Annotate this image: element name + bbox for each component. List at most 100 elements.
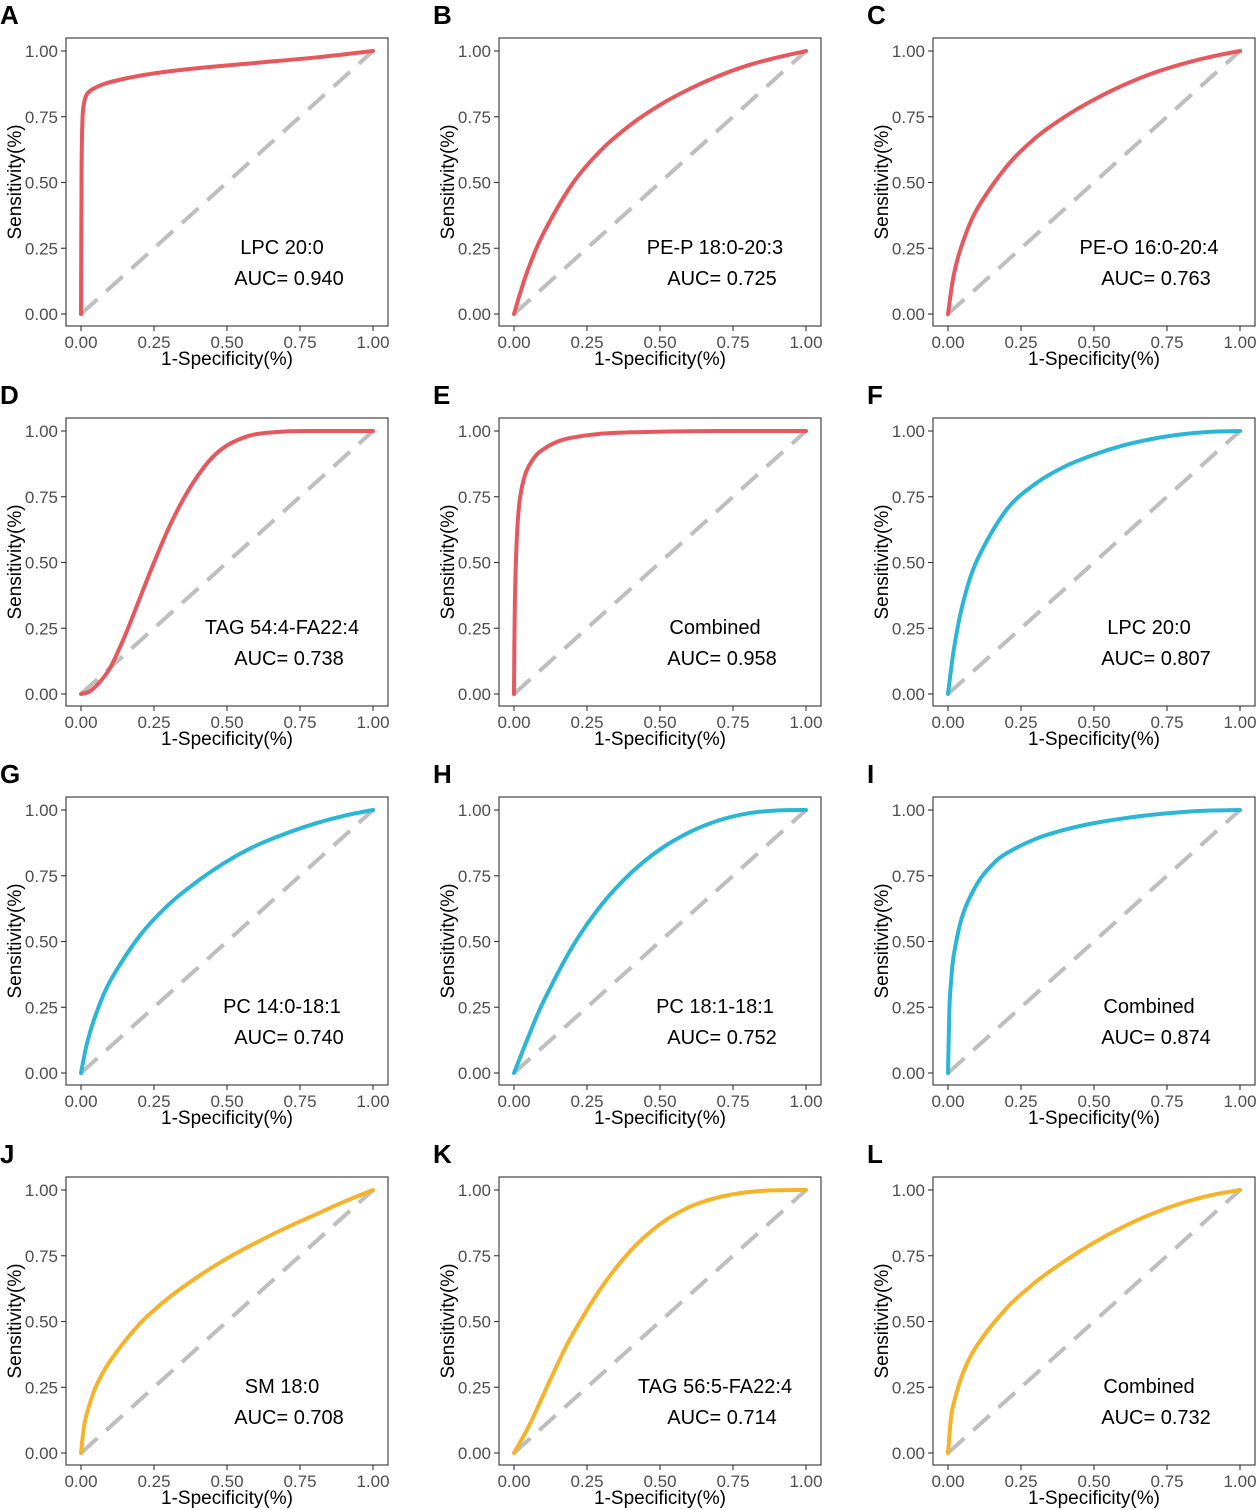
panel-letter: E [433,380,450,410]
roc-panel-f: F 0.00 0.25 0.50 0.75 1.00 0.00 0.25 0.50 0.75 1.0… [867,380,1257,750]
x-tick-label: 0.25 [1004,1472,1037,1491]
marker-label: Combined [1103,996,1194,1018]
marker-label: PE-P 18:0-20:3 [647,237,783,259]
reference-diagonal [79,808,375,1075]
y-tick-label: 1.00 [458,1181,491,1200]
marker-label: TAG 56:5-FA22:4 [638,1376,792,1398]
y-tick-label: 0.00 [25,685,58,704]
auc-label: AUC= 0.874 [1101,1027,1211,1049]
roc-panel-j: J 0.00 0.25 0.50 0.75 1.00 0.00 0.25 0.50 0.75 1.0… [0,1139,390,1509]
x-axis-title: 1-Specificity(%) [1028,729,1160,750]
x-tick-label: 0.25 [570,333,603,352]
y-tick-label: 0.00 [892,1064,925,1083]
marker-label: PE-O 16:0-20:4 [1080,237,1219,259]
y-tick-label: 0.50 [25,174,58,193]
y-tick-label: 0.50 [892,933,925,952]
y-tick-label: 1.00 [25,422,58,441]
roc-curve [79,808,375,1075]
panel-letter: K [433,1139,452,1169]
auc-label: AUC= 0.740 [234,1027,344,1049]
x-tick-label: 0.25 [1004,333,1037,352]
auc-label: AUC= 0.738 [234,648,344,670]
y-tick-label: 0.00 [892,305,925,324]
x-tick-label: 0.00 [64,713,97,732]
x-tick-label: 1.00 [789,1472,822,1491]
y-tick-label: 0.25 [892,998,925,1017]
y-tick-label: 1.00 [892,1181,925,1200]
y-tick-label: 0.00 [458,685,491,704]
marker-label: PC 18:1-18:1 [656,996,774,1018]
x-axis-title: 1-Specificity(%) [1028,1488,1160,1509]
reference-diagonal [79,429,375,696]
panel-letter: C [867,0,886,30]
y-axis-title: Sensitivity(%) [438,124,459,239]
x-tick-label: 0.75 [716,1092,749,1111]
y-axis-title: Sensitivity(%) [872,1263,893,1378]
x-tick-label: 0.75 [1150,1472,1183,1491]
x-tick-label: 0.50 [1077,713,1110,732]
y-tick-label: 1.00 [892,801,925,820]
x-axis-title: 1-Specificity(%) [161,1108,293,1129]
marker-label: Combined [1103,1376,1194,1398]
x-axis-title: 1-Specificity(%) [161,729,293,750]
x-tick-label: 0.25 [570,713,603,732]
x-axis-title: 1-Specificity(%) [594,349,726,370]
y-tick-label: 0.25 [25,619,58,638]
reference-diagonal [946,1188,1242,1455]
y-tick-label: 0.50 [25,933,58,952]
x-tick-label: 0.25 [570,1472,603,1491]
x-tick-label: 0.75 [283,713,316,732]
y-axis-title: Sensitivity(%) [438,1263,459,1378]
y-tick-label: 0.75 [458,1247,491,1266]
y-axis-title: Sensitivity(%) [872,504,893,619]
x-tick-label: 1.00 [356,333,389,352]
roc-panel-c: C 0.00 0.25 0.50 0.75 1.00 0.00 0.25 0.50 0.75 1.0… [867,0,1257,370]
y-tick-label: 0.00 [892,685,925,704]
x-tick-label: 0.50 [643,1472,676,1491]
marker-label: TAG 54:4-FA22:4 [205,617,359,639]
auc-label: AUC= 0.752 [667,1027,777,1049]
x-tick-label: 0.75 [1150,1092,1183,1111]
reference-diagonal [79,1188,375,1455]
panel-letter: G [0,759,20,789]
x-axis-title: 1-Specificity(%) [161,349,293,370]
panel-letter: B [433,0,452,30]
y-tick-label: 1.00 [25,801,58,820]
y-tick-label: 0.00 [25,305,58,324]
x-tick-label: 1.00 [1223,713,1256,732]
x-tick-label: 0.75 [716,333,749,352]
y-tick-label: 0.25 [892,619,925,638]
x-tick-label: 1.00 [356,1092,389,1111]
y-tick-label: 0.00 [458,1064,491,1083]
x-tick-label: 0.00 [931,1092,964,1111]
x-tick-label: 0.25 [137,333,170,352]
y-tick-label: 0.50 [458,933,491,952]
reference-diagonal [512,49,808,316]
auc-label: AUC= 0.714 [667,1407,777,1429]
x-tick-label: 1.00 [789,1092,822,1111]
reference-diagonal [512,1188,808,1455]
x-axis-title: 1-Specificity(%) [1028,349,1160,370]
roc-curve [512,1188,808,1455]
y-tick-label: 0.00 [25,1064,58,1083]
x-tick-label: 0.25 [1004,1092,1037,1111]
roc-panel-b: B 0.00 0.25 0.50 0.75 1.00 0.00 0.25 0.50 0.75 1.0… [433,0,823,370]
roc-curve [946,808,1242,1075]
y-tick-label: 1.00 [25,42,58,61]
y-tick-label: 1.00 [458,801,491,820]
y-tick-label: 0.25 [892,239,925,258]
reference-diagonal [946,808,1242,1075]
y-tick-label: 0.00 [458,305,491,324]
y-tick-label: 0.75 [25,488,58,507]
auc-label: AUC= 0.940 [234,268,344,290]
y-tick-label: 1.00 [892,422,925,441]
x-tick-label: 1.00 [789,333,822,352]
y-tick-label: 0.25 [458,998,491,1017]
marker-label: Combined [669,617,760,639]
y-axis-title: Sensitivity(%) [5,883,26,998]
auc-label: AUC= 0.725 [667,268,777,290]
x-tick-label: 0.50 [1077,1472,1110,1491]
roc-curve [946,429,1242,696]
x-tick-label: 0.50 [210,1092,243,1111]
